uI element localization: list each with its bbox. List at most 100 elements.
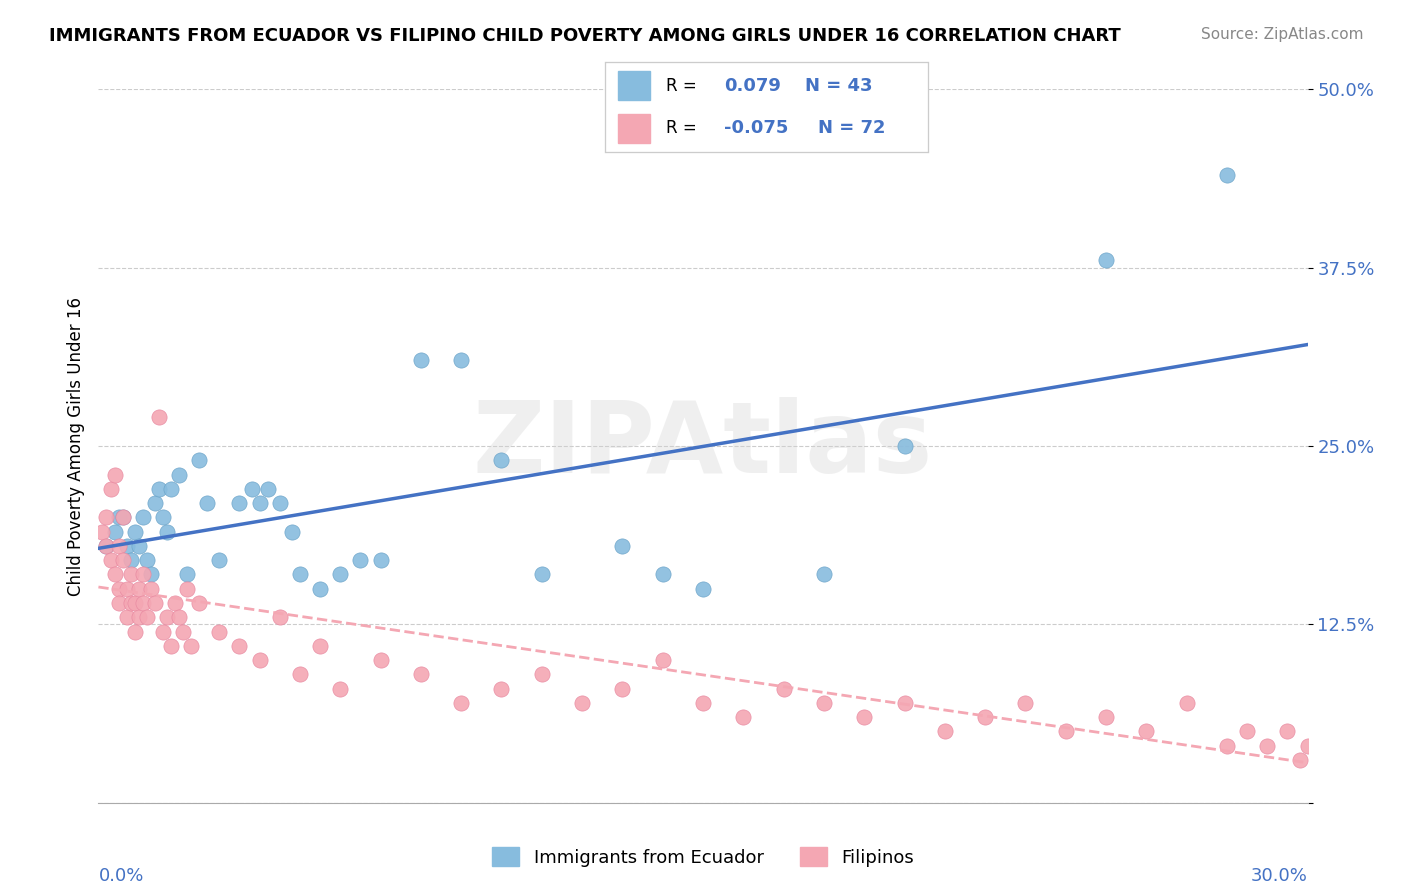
- Point: [176, 582, 198, 596]
- Point: [249, 496, 271, 510]
- Point: [180, 639, 202, 653]
- Point: [135, 610, 157, 624]
- Point: [120, 596, 142, 610]
- Point: [813, 567, 835, 582]
- Point: [100, 482, 122, 496]
- Point: [1296, 739, 1319, 753]
- Point: [491, 681, 513, 696]
- Point: [240, 482, 263, 496]
- Point: [91, 524, 114, 539]
- Point: [148, 410, 170, 425]
- Point: [530, 667, 553, 681]
- Point: [128, 582, 150, 596]
- Point: [148, 482, 170, 496]
- Point: [132, 567, 155, 582]
- Point: [111, 510, 134, 524]
- Text: 30.0%: 30.0%: [1251, 867, 1308, 885]
- Point: [167, 467, 190, 482]
- Point: [124, 524, 146, 539]
- Point: [409, 667, 432, 681]
- Point: [1216, 168, 1239, 182]
- Point: [329, 567, 352, 582]
- Point: [269, 610, 291, 624]
- Point: [309, 639, 332, 653]
- Y-axis label: Child Poverty Among Girls Under 16: Child Poverty Among Girls Under 16: [66, 296, 84, 596]
- Text: -0.075: -0.075: [724, 120, 789, 137]
- Point: [188, 596, 211, 610]
- Point: [132, 596, 155, 610]
- Point: [156, 610, 179, 624]
- Text: ZIPAtlas: ZIPAtlas: [472, 398, 934, 494]
- Point: [128, 610, 150, 624]
- Point: [103, 467, 125, 482]
- Point: [893, 696, 915, 710]
- Point: [172, 624, 194, 639]
- Point: [853, 710, 876, 724]
- Point: [124, 624, 146, 639]
- Point: [103, 524, 125, 539]
- Point: [188, 453, 211, 467]
- Point: [612, 539, 634, 553]
- Point: [120, 553, 142, 567]
- Point: [329, 681, 352, 696]
- Point: [128, 539, 150, 553]
- Point: [1054, 724, 1077, 739]
- Point: [111, 510, 134, 524]
- Point: [651, 653, 673, 667]
- Text: 0.079: 0.079: [724, 77, 782, 95]
- Point: [107, 510, 129, 524]
- Point: [135, 553, 157, 567]
- Point: [692, 696, 714, 710]
- Text: R =: R =: [666, 77, 702, 95]
- Point: [651, 567, 673, 582]
- Point: [176, 567, 198, 582]
- Point: [195, 496, 218, 510]
- Point: [208, 624, 231, 639]
- Point: [120, 567, 142, 582]
- Point: [288, 567, 311, 582]
- Point: [1236, 724, 1258, 739]
- Point: [491, 453, 513, 467]
- Point: [1175, 696, 1198, 710]
- Point: [612, 681, 634, 696]
- Point: [1277, 724, 1299, 739]
- Text: IMMIGRANTS FROM ECUADOR VS FILIPINO CHILD POVERTY AMONG GIRLS UNDER 16 CORRELATI: IMMIGRANTS FROM ECUADOR VS FILIPINO CHIL…: [49, 27, 1121, 45]
- Point: [152, 510, 174, 524]
- Point: [1337, 739, 1360, 753]
- Point: [107, 582, 129, 596]
- Point: [107, 596, 129, 610]
- Point: [115, 610, 138, 624]
- Point: [228, 496, 250, 510]
- Point: [349, 553, 371, 567]
- Point: [208, 553, 231, 567]
- Point: [256, 482, 278, 496]
- Point: [167, 610, 190, 624]
- Point: [288, 667, 311, 681]
- Point: [115, 539, 138, 553]
- Point: [934, 724, 956, 739]
- Point: [249, 653, 271, 667]
- Text: Source: ZipAtlas.com: Source: ZipAtlas.com: [1201, 27, 1364, 42]
- Point: [143, 596, 166, 610]
- Point: [111, 553, 134, 567]
- Point: [370, 553, 392, 567]
- Legend: Immigrants from Ecuador, Filipinos: Immigrants from Ecuador, Filipinos: [485, 840, 921, 874]
- Point: [1095, 253, 1118, 268]
- Point: [772, 681, 794, 696]
- Point: [1316, 753, 1339, 767]
- Point: [269, 496, 291, 510]
- Point: [1357, 753, 1379, 767]
- Point: [143, 496, 166, 510]
- Point: [100, 553, 122, 567]
- Bar: [617, 71, 650, 100]
- Point: [152, 624, 174, 639]
- Point: [1095, 710, 1118, 724]
- Point: [692, 582, 714, 596]
- Point: [163, 596, 186, 610]
- Point: [107, 539, 129, 553]
- Point: [1288, 753, 1310, 767]
- Text: R =: R =: [666, 120, 702, 137]
- Point: [1216, 739, 1239, 753]
- Point: [160, 482, 183, 496]
- Point: [96, 510, 118, 524]
